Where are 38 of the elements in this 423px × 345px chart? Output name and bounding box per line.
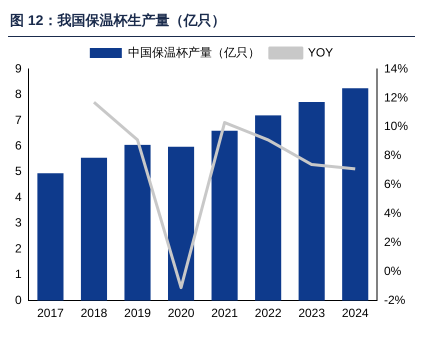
y-tick-label: 9 [14, 61, 22, 76]
y2-tick-label: 2% [384, 235, 402, 250]
y-tick-label: 4 [14, 190, 22, 204]
y-tick-label: 5 [14, 164, 22, 178]
y2-tick-label: 8% [384, 148, 402, 162]
y2-tick-label: 0% [384, 264, 402, 278]
bar [80, 158, 108, 301]
y2-tick-label: 6% [384, 177, 402, 192]
bar [37, 173, 64, 301]
y2-tick-label: 14% [384, 61, 408, 76]
y-tick-label: 8 [14, 87, 22, 102]
y-tick-label: 0 [14, 292, 22, 307]
y2-tick-label: 12% [384, 90, 408, 104]
chart-title: 图 12：我国保温杯生产量（亿只） [8, 8, 415, 37]
y-tick-label: 6 [14, 138, 22, 153]
y-tick-label: 2 [14, 241, 22, 256]
legend-label: YOY [308, 45, 334, 60]
bar [124, 144, 151, 301]
legend-label: 中国保温杯产量（亿只） [128, 45, 260, 60]
x-tick-label: 2017 [37, 306, 64, 320]
bar [342, 88, 368, 301]
y-tick-label: 1 [14, 267, 22, 282]
x-tick-label: 2021 [211, 306, 238, 320]
x-tick-label: 2020 [168, 306, 195, 320]
x-tick-label: 2018 [80, 306, 108, 320]
bar [298, 102, 325, 301]
bar [212, 130, 238, 301]
y2-tick-label: 10% [384, 119, 408, 134]
x-tick-label: 2022 [254, 306, 282, 320]
bar [168, 146, 194, 301]
y-tick-label: 3 [14, 216, 22, 230]
x-tick-label: 2019 [124, 306, 152, 320]
y2-tick-label: 4% [384, 206, 402, 220]
bar [255, 115, 282, 301]
x-tick-label: 2023 [298, 306, 326, 320]
x-tick-label: 2024 [342, 306, 369, 320]
y-tick-label: 7 [14, 112, 22, 127]
y2-tick-label: -2% [384, 292, 406, 307]
